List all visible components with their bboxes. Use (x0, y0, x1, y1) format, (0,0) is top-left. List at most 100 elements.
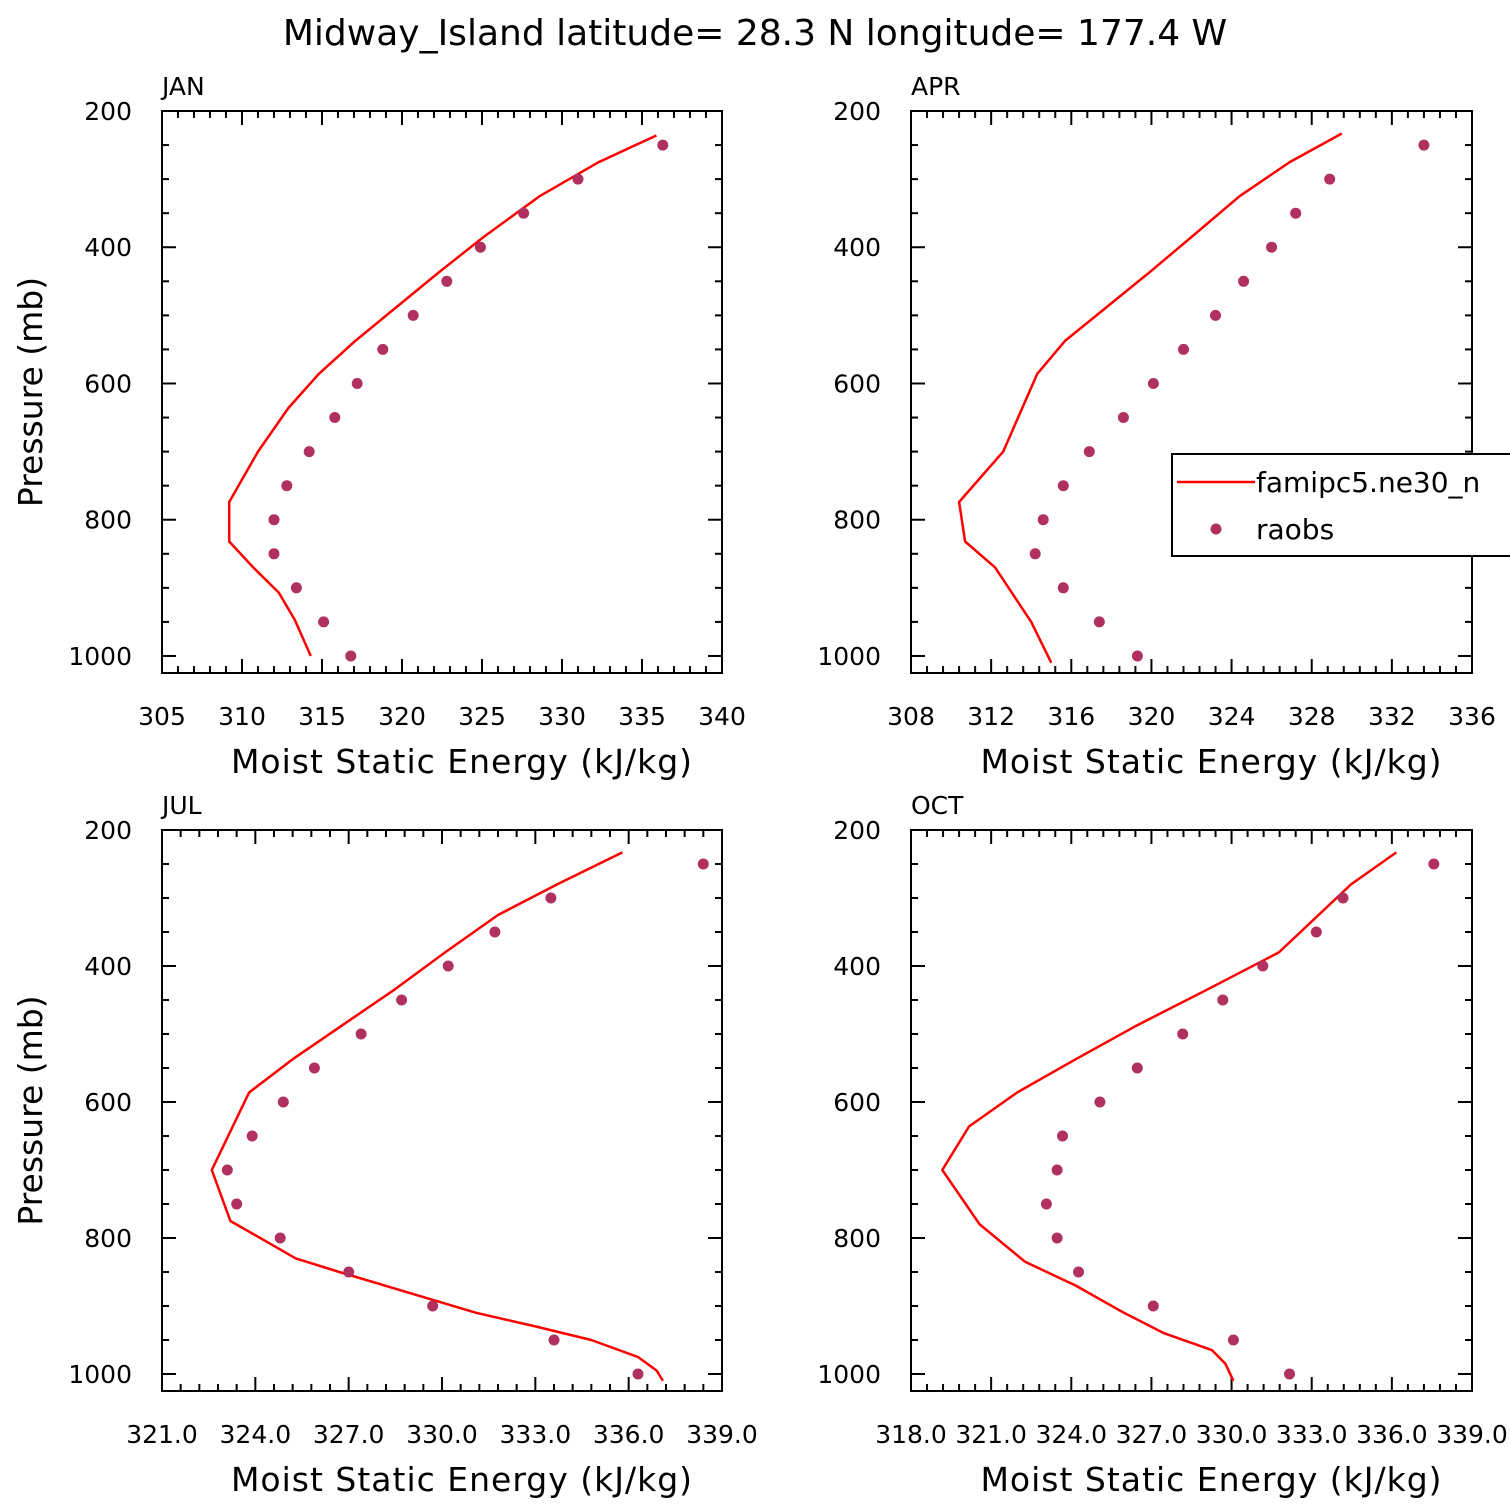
obs-point (343, 1266, 355, 1278)
obs-point (1057, 1130, 1068, 1142)
obs-point (1257, 960, 1269, 972)
y-tick-label: 200 (833, 816, 881, 845)
obs-point (329, 412, 341, 423)
panel-oct: OCT 200 400 600 800 1000 318.0 321.0 324.0 327.0 3… (817, 791, 1507, 1499)
panel-label: JAN (160, 72, 205, 101)
y-axis-title: Pressure (mb) (11, 995, 50, 1225)
obs-point (1418, 139, 1430, 151)
y-tick-label: 1000 (68, 642, 132, 671)
obs-point (1428, 858, 1440, 870)
x-tick-label: 324.0 (1035, 1420, 1107, 1449)
x-tick-label: 339.0 (686, 1420, 758, 1449)
x-tick-label: 315 (298, 702, 346, 731)
y-tick-label: 400 (833, 233, 881, 262)
obs-point (518, 207, 530, 219)
model-line (957, 132, 1343, 664)
y-tick-label: 1000 (817, 642, 881, 671)
obs-point (1057, 480, 1069, 492)
obs-point (548, 1334, 560, 1346)
obs-point (1324, 173, 1336, 185)
obs-point (1029, 548, 1041, 560)
x-tick-label: 316 (1047, 702, 1095, 731)
obs-point (1051, 1164, 1063, 1176)
y-tick-label: 400 (833, 952, 881, 981)
x-tick-label: 335 (618, 702, 666, 731)
obs-point (1131, 650, 1143, 662)
x-tick-label: 310 (218, 702, 266, 731)
model-line (210, 851, 664, 1382)
x-tick-label: 340 (698, 702, 746, 731)
obs-point (1094, 1096, 1106, 1108)
obs-point (1147, 1300, 1159, 1312)
x-tick-label: 321.0 (955, 1420, 1027, 1449)
x-tick-label: 327.0 (1116, 1420, 1188, 1449)
obs-point (1217, 994, 1229, 1006)
panel-label: OCT (911, 791, 964, 820)
obs-point (303, 446, 315, 458)
y-tick-label: 800 (84, 506, 132, 535)
obs-point (1177, 1028, 1189, 1040)
obs-point (1284, 1368, 1295, 1380)
panel-label: APR (911, 72, 961, 101)
y-tick-label: 800 (833, 1224, 881, 1253)
obs-point (1131, 1062, 1143, 1074)
legend-model-label: famipc5.ne30_n (1256, 466, 1480, 499)
y-tick-label: 200 (84, 97, 132, 126)
obs-point (407, 309, 419, 321)
obs-point (572, 173, 584, 185)
legend-obs-swatch (1210, 523, 1222, 535)
x-tick-label: 336.0 (593, 1420, 665, 1449)
x-tick-label: 312 (967, 702, 1015, 731)
x-tick-label: 330 (538, 702, 586, 731)
obs-point (1037, 514, 1049, 526)
y-axis-title: Pressure (mb) (11, 277, 50, 507)
y-tick-label: 200 (84, 816, 132, 845)
obs-point (246, 1130, 258, 1142)
obs-point (355, 1028, 367, 1040)
x-tick-label: 308 (887, 702, 935, 731)
x-tick-label: 332 (1368, 702, 1416, 731)
x-tick-label: 320 (378, 702, 426, 731)
obs-point (231, 1198, 243, 1210)
obs-point (1057, 582, 1069, 594)
obs-point (1083, 446, 1095, 458)
panel-jul: JUL 200 400 600 800 1000 321.0 324.0 327.0 330.0 3… (11, 791, 758, 1499)
x-axis-title: Moist Static Energy (kJ/kg) (231, 1460, 693, 1499)
panel-jan: JAN 200 400 600 800 1000 305 310 315 320 325 330 335… (11, 72, 746, 781)
x-tick-label: 336 (1448, 702, 1496, 731)
plot-frame (910, 110, 1473, 674)
obs-point (442, 960, 454, 972)
obs-point (489, 926, 501, 938)
y-tick-label: 800 (84, 1224, 132, 1253)
obs-point (1178, 343, 1189, 355)
obs-point (1238, 275, 1250, 287)
obs-point (308, 1062, 320, 1074)
y-tick-label: 600 (84, 1088, 132, 1117)
obs-point (1073, 1266, 1084, 1278)
legend-box (1171, 453, 1510, 557)
obs-point (345, 650, 357, 662)
obs-point (1040, 1198, 1052, 1210)
x-tick-label: 305 (138, 702, 186, 731)
obs-point (318, 616, 330, 628)
x-tick-label: 328 (1288, 702, 1336, 731)
panel-label: JUL (160, 791, 202, 820)
y-tick-label: 600 (84, 369, 132, 398)
obs-point (1093, 616, 1105, 628)
x-axis-title: Moist Static Energy (kJ/kg) (980, 742, 1442, 781)
obs-point (396, 994, 408, 1006)
x-tick-label: 333.0 (1276, 1420, 1348, 1449)
obs-point (1337, 892, 1349, 904)
obs-point (277, 1096, 289, 1108)
obs-point (474, 241, 486, 253)
legend-obs-label: raobs (1256, 513, 1334, 546)
obs-point (290, 582, 302, 594)
x-tick-label: 330.0 (406, 1420, 478, 1449)
x-tick-label: 318.0 (875, 1420, 947, 1449)
model-line (227, 134, 657, 657)
panel-apr: APR 200 400 600 800 1000 308 312 316 320 324 328 332… (817, 72, 1495, 781)
x-axis-title: Moist Static Energy (kJ/kg) (231, 742, 693, 781)
obs-point (351, 378, 363, 389)
x-axis-title: Moist Static Energy (kJ/kg) (980, 1460, 1442, 1499)
